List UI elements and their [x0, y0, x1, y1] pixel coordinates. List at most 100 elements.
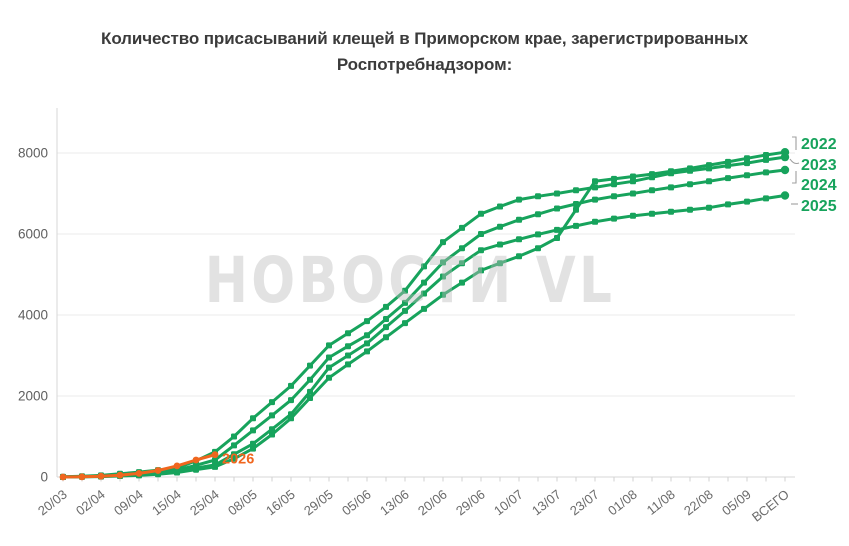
series-2024-point — [345, 343, 351, 350]
watermark: НОВОСТИ VL — [205, 244, 615, 317]
series-2024-point — [706, 178, 712, 185]
series-2023-point — [649, 174, 655, 181]
x-axis-label: 01/08 — [605, 487, 640, 519]
series-2026-point — [78, 473, 86, 481]
series-2022-point — [573, 206, 579, 213]
series-2024-point — [516, 216, 522, 223]
series-2023-point — [630, 178, 636, 185]
series-2022-point — [250, 445, 256, 452]
series-2022-point — [744, 155, 750, 162]
series-2025-line — [61, 194, 787, 479]
series-2023-point — [478, 210, 484, 217]
x-axis-label: 09/04 — [111, 487, 146, 519]
x-axis-label: 08/05 — [225, 487, 260, 519]
series-2024-line — [61, 168, 787, 479]
series-2025-point — [288, 411, 294, 418]
series-2024-point — [554, 205, 560, 212]
series-2024-point — [288, 397, 294, 404]
series-2026-point — [116, 471, 124, 479]
series-2026-point — [97, 472, 105, 480]
series-2025-point — [611, 215, 617, 222]
y-axis-label: 8000 — [18, 146, 48, 161]
series-2024-point — [668, 184, 674, 191]
series-2023-point — [554, 190, 560, 197]
x-axis-label: 02/04 — [73, 487, 108, 519]
series-2024-point — [763, 169, 769, 176]
x-axis-label: 15/04 — [149, 487, 184, 519]
series-2023-end-point — [780, 152, 790, 162]
series-2022-point — [421, 305, 427, 312]
series-2025-point — [630, 212, 636, 219]
series-2023-point — [402, 287, 408, 294]
x-axis-label: 25/04 — [187, 487, 222, 519]
series-2024-point — [459, 245, 465, 252]
series-2025-point — [725, 201, 731, 208]
series-2022-point — [440, 291, 446, 298]
series-2025-end-point — [780, 191, 790, 200]
series-2023-point — [383, 303, 389, 310]
series-2023-point — [459, 224, 465, 231]
series-2022-point — [516, 253, 522, 260]
y-axis-label: 0 — [40, 470, 48, 485]
series-2023-point — [307, 362, 313, 369]
series-2024-point — [630, 190, 636, 197]
x-axis-label: 20/06 — [415, 487, 450, 519]
x-axis-label: 11/08 — [644, 487, 678, 518]
series-2022-point — [402, 320, 408, 327]
series-2025-point — [592, 218, 598, 225]
series-2022-point — [611, 175, 617, 182]
x-axis-label: 23/07 — [567, 487, 602, 519]
legend-label-2024: 2024 — [801, 177, 837, 194]
series-2023-point — [668, 170, 674, 177]
x-axis-label: 22/08 — [681, 487, 716, 519]
series-2025-point — [345, 352, 351, 359]
legend-label-2023: 2023 — [801, 157, 837, 174]
series-2025-point — [307, 388, 313, 395]
series-2024-point — [573, 201, 579, 207]
series-2025-point — [212, 461, 218, 468]
series-2025-point — [402, 307, 408, 314]
series-2023-point — [706, 165, 712, 172]
series-2025-point — [497, 241, 503, 248]
series-2023-point — [250, 415, 256, 422]
series-2022-point — [535, 245, 541, 252]
series-2025-point — [554, 226, 560, 233]
series-2023-point — [687, 167, 693, 174]
series-2025-point — [383, 324, 389, 331]
series-2025-point — [763, 195, 769, 202]
series-2022-point — [459, 279, 465, 286]
series-2023-point — [611, 181, 617, 188]
series-2023-point — [326, 342, 332, 349]
series-2023-point — [592, 184, 598, 191]
series-2026-point — [192, 456, 200, 464]
series-2026-point — [135, 470, 143, 477]
series-2022-point — [307, 395, 313, 401]
series-2022-point — [364, 348, 370, 355]
series-2025-point — [364, 340, 370, 347]
legend-label-2022: 2022 — [801, 136, 837, 153]
series-2025-point — [687, 206, 693, 213]
x-axis-label: ВСЕГО — [749, 487, 792, 525]
series-2023-point — [573, 187, 579, 194]
x-axis-label: 20/03 — [35, 487, 70, 519]
x-axis-label: 05/06 — [339, 487, 374, 519]
watermark-text: НОВОСТИ VL — [205, 244, 615, 317]
series-2024-point — [744, 172, 750, 179]
series-2024-point — [497, 223, 503, 230]
series-2022-point — [554, 235, 560, 241]
series-2024-point — [212, 457, 218, 463]
x-axis-label: 13/07 — [529, 487, 564, 519]
series-2022-point — [269, 431, 275, 438]
series-2024-point — [402, 299, 408, 306]
series-2024-point — [687, 181, 693, 188]
series-2025-point — [649, 210, 655, 217]
series-2024-point — [250, 427, 256, 434]
series-2025-point — [250, 440, 256, 447]
series-2024-point — [440, 259, 446, 266]
series-2024-point — [649, 187, 655, 194]
series-2025-point — [535, 231, 541, 238]
series-2026-point — [59, 473, 67, 481]
x-axis-label: 29/06 — [453, 487, 488, 519]
series-2023-point — [269, 399, 275, 406]
